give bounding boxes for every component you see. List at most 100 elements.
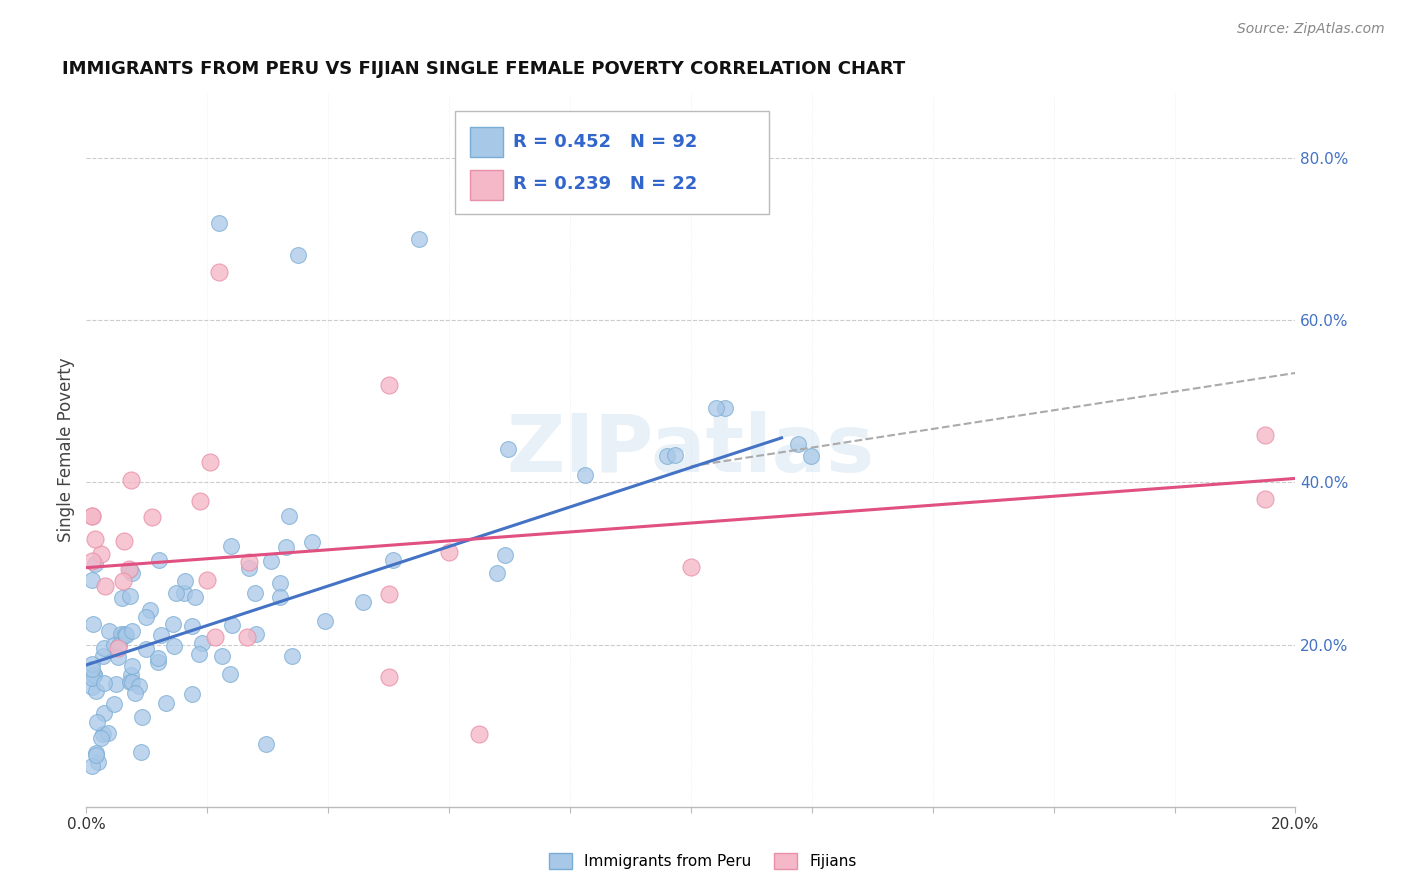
- Point: [382, 552, 405, 566]
- Point: [155, 696, 177, 710]
- Point: [121, 566, 143, 580]
- Point: [187, 647, 209, 661]
- Point: [148, 553, 170, 567]
- Point: [111, 574, 134, 588]
- Point: [115, 627, 138, 641]
- Point: [82, 662, 104, 676]
- Point: [148, 655, 170, 669]
- Point: [87, 755, 110, 769]
- Point: [118, 562, 141, 576]
- Point: [83, 667, 105, 681]
- Point: [173, 586, 195, 600]
- Point: [104, 677, 127, 691]
- Point: [120, 589, 142, 603]
- Point: [90, 547, 112, 561]
- FancyBboxPatch shape: [456, 111, 769, 214]
- Point: [245, 627, 267, 641]
- Point: [301, 535, 323, 549]
- Point: [93, 676, 115, 690]
- Point: [111, 591, 134, 605]
- Point: [574, 467, 596, 482]
- Point: [377, 378, 399, 392]
- Point: [107, 641, 129, 656]
- Point: [195, 573, 218, 587]
- Point: [181, 618, 204, 632]
- Point: [314, 614, 336, 628]
- Text: R = 0.452   N = 92: R = 0.452 N = 92: [513, 133, 697, 151]
- Point: [352, 595, 374, 609]
- Point: [121, 473, 143, 487]
- Point: [111, 630, 134, 644]
- Point: [657, 450, 679, 464]
- Point: [124, 686, 146, 700]
- Point: [188, 493, 211, 508]
- Point: [82, 672, 104, 686]
- Point: [184, 590, 207, 604]
- Point: [146, 651, 169, 665]
- Point: [84, 684, 107, 698]
- Point: [129, 745, 152, 759]
- Legend: Immigrants from Peru, Fijians: Immigrants from Peru, Fijians: [543, 847, 863, 875]
- Point: [704, 401, 727, 416]
- Point: [281, 649, 304, 664]
- Point: [93, 641, 115, 656]
- Point: [86, 715, 108, 730]
- Text: ZIPatlаs: ZIPatlаs: [506, 411, 875, 489]
- Point: [141, 509, 163, 524]
- Point: [1254, 491, 1277, 506]
- Point: [278, 509, 301, 524]
- Point: [135, 642, 157, 657]
- Point: [165, 586, 187, 600]
- Point: [82, 508, 104, 523]
- Point: [208, 264, 231, 278]
- Point: [287, 248, 309, 262]
- Y-axis label: Single Female Poverty: Single Female Poverty: [58, 358, 75, 542]
- Point: [221, 617, 243, 632]
- FancyBboxPatch shape: [470, 128, 503, 157]
- Point: [103, 697, 125, 711]
- Point: [408, 232, 430, 246]
- Point: [496, 442, 519, 457]
- Point: [84, 532, 107, 546]
- Point: [82, 759, 104, 773]
- Point: [90, 731, 112, 746]
- Point: [82, 657, 104, 671]
- Point: [211, 649, 233, 664]
- Point: [377, 670, 399, 684]
- Point: [198, 455, 221, 469]
- Point: [131, 710, 153, 724]
- Point: [149, 628, 172, 642]
- Point: [121, 624, 143, 638]
- Point: [204, 631, 226, 645]
- Point: [84, 746, 107, 760]
- Point: [254, 738, 277, 752]
- Point: [120, 668, 142, 682]
- Point: [82, 681, 104, 695]
- Point: [91, 648, 114, 663]
- Point: [238, 555, 260, 569]
- Point: [120, 563, 142, 577]
- Point: [238, 561, 260, 575]
- Point: [82, 617, 104, 632]
- Text: IMMIGRANTS FROM PERU VS FIJIAN SINGLE FEMALE POVERTY CORRELATION CHART: IMMIGRANTS FROM PERU VS FIJIAN SINGLE FE…: [62, 60, 905, 78]
- Point: [468, 727, 491, 741]
- Point: [118, 675, 141, 690]
- Point: [91, 727, 114, 741]
- Point: [714, 401, 737, 415]
- FancyBboxPatch shape: [470, 170, 503, 200]
- Point: [377, 587, 399, 601]
- Point: [97, 726, 120, 740]
- Point: [800, 449, 823, 463]
- Point: [98, 624, 121, 639]
- Point: [174, 574, 197, 589]
- Point: [107, 649, 129, 664]
- Point: [219, 666, 242, 681]
- Point: [94, 579, 117, 593]
- Point: [664, 448, 686, 462]
- Point: [114, 627, 136, 641]
- Point: [108, 638, 131, 652]
- Point: [269, 591, 291, 605]
- Point: [786, 437, 808, 451]
- Text: Source: ZipAtlas.com: Source: ZipAtlas.com: [1237, 22, 1385, 37]
- Point: [162, 617, 184, 632]
